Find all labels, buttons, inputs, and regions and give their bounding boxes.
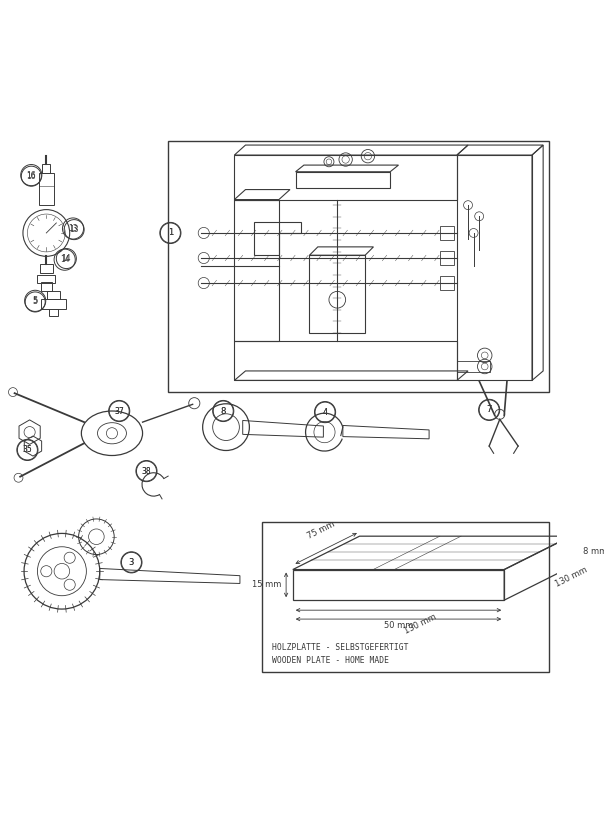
Text: 5: 5 xyxy=(33,298,38,307)
Text: 14: 14 xyxy=(62,254,71,263)
Bar xyxy=(37,275,55,283)
Bar xyxy=(167,141,548,391)
Bar xyxy=(440,252,454,265)
Bar xyxy=(262,522,548,672)
Bar xyxy=(49,308,58,316)
Text: 35: 35 xyxy=(22,446,32,455)
Bar xyxy=(39,173,54,206)
Text: 50 mm: 50 mm xyxy=(384,621,413,630)
Text: 14: 14 xyxy=(60,255,69,264)
Text: 16: 16 xyxy=(27,172,36,181)
Text: 13: 13 xyxy=(68,224,78,233)
Text: 35: 35 xyxy=(22,446,32,455)
Text: 130 mm: 130 mm xyxy=(403,612,439,636)
Bar xyxy=(440,276,454,289)
Text: 3: 3 xyxy=(129,558,134,567)
Text: 3: 3 xyxy=(129,558,134,567)
Bar xyxy=(42,164,50,173)
Bar xyxy=(41,298,66,308)
Text: 75 mm: 75 mm xyxy=(306,520,336,541)
Bar xyxy=(40,264,53,273)
Text: 4: 4 xyxy=(323,408,328,417)
Bar xyxy=(440,226,454,240)
Text: HOLZPLATTE - SELBSTGEFERTIGT: HOLZPLATTE - SELBSTGEFERTIGT xyxy=(272,643,409,652)
Bar xyxy=(47,291,60,298)
Text: 16: 16 xyxy=(27,171,36,179)
Text: 38: 38 xyxy=(142,467,151,476)
Text: 5: 5 xyxy=(33,297,38,305)
Bar xyxy=(40,283,52,291)
Text: 8: 8 xyxy=(220,407,226,415)
Text: 15 mm: 15 mm xyxy=(252,580,281,589)
Text: 8 mm: 8 mm xyxy=(583,547,604,556)
Text: 13: 13 xyxy=(69,225,79,234)
Text: 38: 38 xyxy=(142,467,151,476)
Text: 130 mm: 130 mm xyxy=(554,565,590,589)
Text: 7: 7 xyxy=(486,405,492,414)
Text: WOODEN PLATE - HOME MADE: WOODEN PLATE - HOME MADE xyxy=(272,656,389,665)
Text: 4: 4 xyxy=(323,408,328,417)
Text: 37: 37 xyxy=(114,407,124,415)
Text: 7: 7 xyxy=(486,405,492,414)
Text: 37: 37 xyxy=(114,407,124,415)
Text: 1: 1 xyxy=(168,229,173,238)
Text: 1: 1 xyxy=(168,229,173,238)
Text: 8: 8 xyxy=(220,407,226,415)
